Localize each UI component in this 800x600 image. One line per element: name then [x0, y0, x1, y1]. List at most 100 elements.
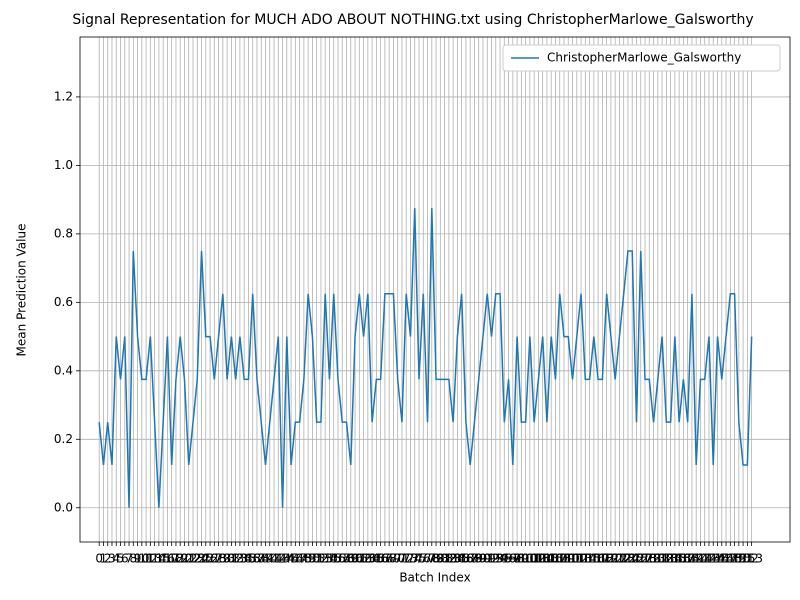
x-tick-label: 136	[668, 552, 691, 566]
x-tick-label: 36	[245, 552, 260, 566]
x-tick-label: 13	[147, 552, 162, 566]
x-tick-label: 82	[441, 552, 456, 566]
x-tick-label: 60	[347, 552, 362, 566]
x-tick-label: 20	[177, 552, 192, 566]
x-tick-label: 7	[125, 552, 133, 566]
x-tick-label: 89	[471, 552, 486, 566]
x-tick-label: 21	[181, 552, 196, 566]
x-tick-label: 46	[288, 552, 303, 566]
y-tick-label: 0.0	[54, 500, 73, 514]
x-tick-label: 65	[369, 552, 384, 566]
x-tick-label: 67	[377, 552, 392, 566]
x-tick-label: 147	[715, 552, 738, 566]
y-tick-label: 0.2	[54, 432, 73, 446]
x-tick-label: 69	[386, 552, 401, 566]
x-tick-label: 86	[458, 552, 473, 566]
x-tick-label: 76	[416, 552, 431, 566]
x-tick-label: 111	[561, 552, 584, 566]
x-tick-label: 125	[621, 552, 644, 566]
x-tick-label: 126	[625, 552, 648, 566]
x-tick-label: 35	[241, 552, 256, 566]
x-tick-label: 106	[540, 552, 563, 566]
x-tick-label: 6	[121, 552, 129, 566]
x-tick-label: 101	[518, 552, 541, 566]
x-tick-label: 40	[262, 552, 277, 566]
x-tick-label: 80	[433, 552, 448, 566]
x-tick-label: 128	[634, 552, 657, 566]
x-tick-label: 16	[160, 552, 175, 566]
x-tick-label: 48	[296, 552, 311, 566]
x-tick-label: 102	[523, 552, 546, 566]
x-tick-label: 17	[164, 552, 179, 566]
x-tick-label: 37	[249, 552, 264, 566]
x-tick-label: 15	[156, 552, 171, 566]
x-tick-label: 133	[655, 552, 678, 566]
y-tick-label: 0.6	[54, 295, 73, 309]
x-tick-label: 119	[595, 552, 618, 566]
x-tick-label: 149	[723, 552, 746, 566]
x-tick-label: 2	[104, 552, 112, 566]
x-tick-label: 24	[194, 552, 209, 566]
y-axis-label: Mean Prediction Value	[15, 224, 29, 357]
x-tick-label: 52	[313, 552, 328, 566]
x-tick-label: 140	[685, 552, 708, 566]
x-tick-label: 5	[117, 552, 125, 566]
x-tick-label: 41	[266, 552, 281, 566]
x-tick-label: 74	[407, 552, 422, 566]
x-tick-label: 92	[484, 552, 499, 566]
x-tick-label: 134	[659, 552, 682, 566]
x-tick-label: 104	[531, 552, 554, 566]
x-tick-label: 71	[394, 552, 409, 566]
x-tick-label: 45	[283, 552, 298, 566]
x-tick-label: 25	[198, 552, 213, 566]
x-tick-label: 1	[100, 552, 108, 566]
x-tick-label: 113	[570, 552, 593, 566]
x-tick-label: 28	[211, 552, 226, 566]
x-tick-label: 87	[463, 552, 478, 566]
x-tick-label: 68	[382, 552, 397, 566]
x-tick-label: 4	[112, 552, 120, 566]
x-tick-label: 118	[591, 552, 614, 566]
x-tick-label: 150	[727, 552, 750, 566]
x-tick-label: 75	[411, 552, 426, 566]
x-tick-label: 93	[488, 552, 503, 566]
x-tick-label: 96	[501, 552, 516, 566]
x-tick-label: 18	[168, 552, 183, 566]
x-tick-label: 144	[702, 552, 725, 566]
x-tick-label: 112	[565, 552, 588, 566]
x-tick-label: 137	[672, 552, 695, 566]
x-tick-label: 123	[612, 552, 635, 566]
x-tick-label: 108	[548, 552, 571, 566]
legend-box	[502, 44, 781, 72]
x-tick-label: 11	[138, 552, 153, 566]
x-tick-label: 14	[151, 552, 166, 566]
x-tick-label: 143	[698, 552, 721, 566]
x-tick-label: 29	[215, 552, 230, 566]
x-tick-label: 10	[134, 552, 149, 566]
line-series	[98, 208, 753, 508]
y-tick-label: 0.8	[54, 226, 73, 240]
x-tick-label: 107	[544, 552, 567, 566]
x-tick-label: 33	[232, 552, 247, 566]
x-tick-label: 57	[335, 552, 350, 566]
legend-label: ChristopherMarlowe_Galsworthy	[547, 51, 741, 65]
x-tick-label: 47	[292, 552, 307, 566]
x-tick-label: 146	[710, 552, 733, 566]
x-tick-label: 122	[608, 552, 631, 566]
x-tick-label: 99	[514, 552, 529, 566]
x-tick-label: 90	[475, 552, 490, 566]
x-tick-label: 100	[514, 552, 537, 566]
y-tick-label: 1.0	[54, 158, 73, 172]
x-tick-label: 109	[553, 552, 576, 566]
x-tick-label: 53	[318, 552, 333, 566]
chart-title: Signal Representation for MUCH ADO ABOUT…	[72, 12, 753, 28]
x-tick-label: 9	[134, 552, 142, 566]
x-tick-label: 95	[497, 552, 512, 566]
x-tick-label: 59	[343, 552, 358, 566]
x-tick-label: 38	[254, 552, 269, 566]
x-tick-label: 138	[676, 552, 699, 566]
x-tick-label: 64	[364, 552, 379, 566]
x-tick-label: 43	[275, 552, 290, 566]
x-tick-label: 72	[399, 552, 414, 566]
